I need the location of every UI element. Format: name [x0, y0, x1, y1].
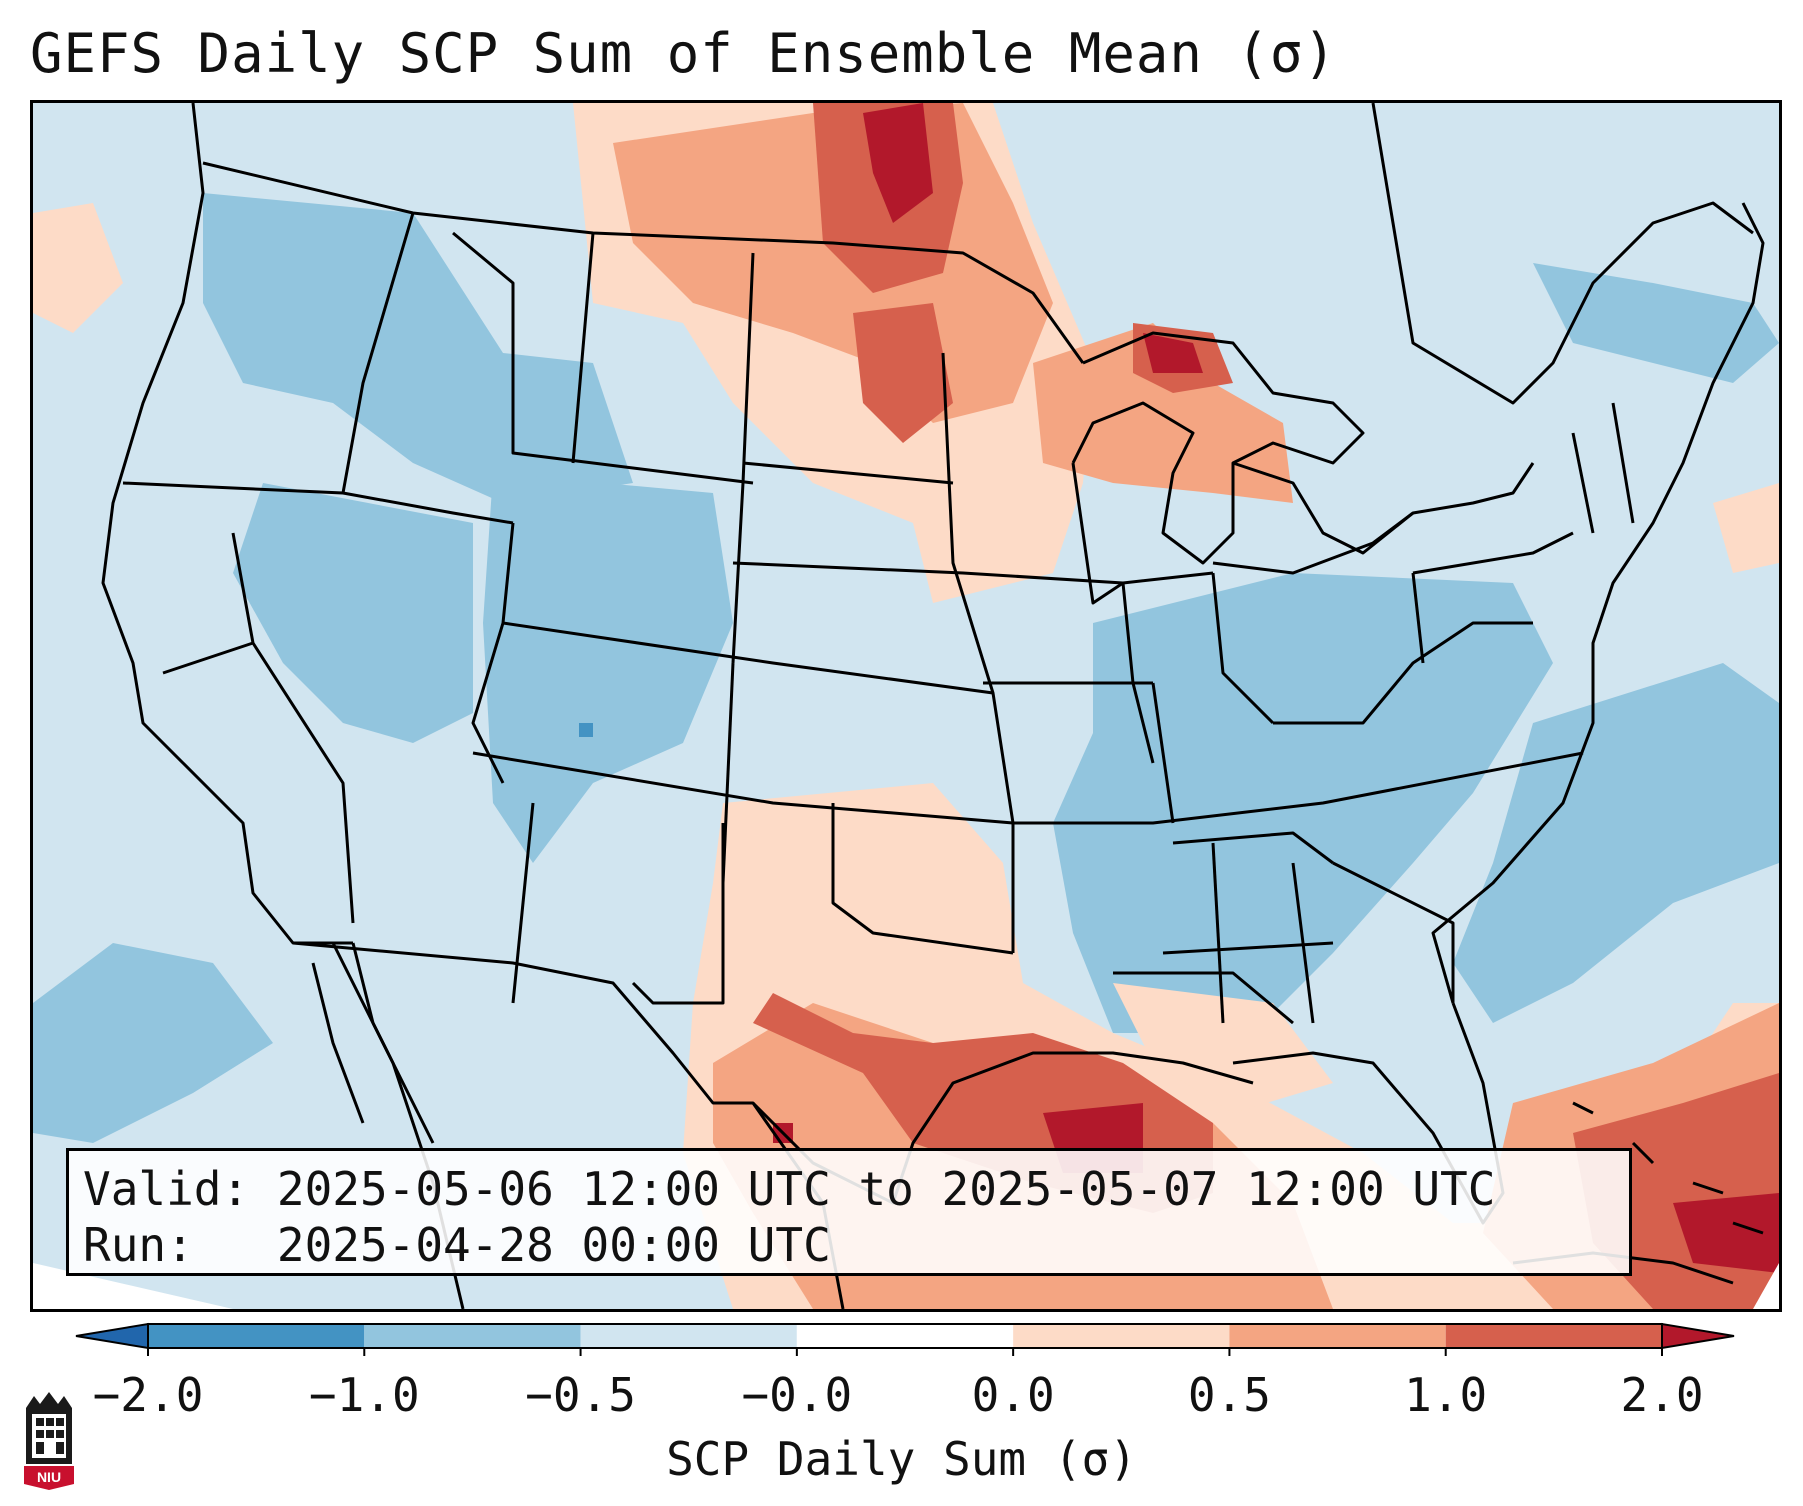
colorbar-tick-label: −0.0 — [741, 1368, 853, 1422]
colorbar-extend-low — [75, 1322, 149, 1350]
colorbar-segment — [796, 1324, 1014, 1348]
colorbar-frame — [147, 1323, 1663, 1349]
run-label: Run: — [83, 1218, 194, 1272]
niu-logo: NIU — [24, 1392, 74, 1490]
valid-run-info-box: Valid: 2025-05-06 12:00 UTC to 2025-05-0… — [66, 1148, 1632, 1276]
logo-text: NIU — [37, 1469, 61, 1485]
colorbar-tick-label: 2.0 — [1620, 1368, 1704, 1422]
colorbar-extend-high — [1661, 1322, 1735, 1350]
colorbar-tick-label: 1.0 — [1404, 1368, 1488, 1422]
negative-anomaly-regions — [33, 193, 1779, 1143]
scp-map — [33, 103, 1779, 1309]
colorbar — [75, 1322, 1735, 1356]
colorbar-tick-label: −1.0 — [308, 1368, 420, 1422]
page-title: GEFS Daily SCP Sum of Ensemble Mean (σ) — [30, 22, 1337, 85]
colorbar-segment — [148, 1324, 365, 1348]
valid-value: 2025-05-06 12:00 UTC to 2025-05-07 12:00… — [276, 1162, 1496, 1216]
borders — [101, 103, 1765, 1309]
colorbar-tick-label: −0.5 — [525, 1368, 636, 1422]
outside-domain-corner-right — [1753, 1263, 1779, 1309]
strong-negative-cell — [579, 723, 593, 737]
colorbar-tick-label: 0.5 — [1187, 1368, 1271, 1422]
colorbar-segment — [1013, 1324, 1230, 1348]
valid-label: Valid: — [83, 1162, 250, 1216]
colorbar-tick-label: 0.0 — [971, 1368, 1055, 1422]
colorbar-segment — [580, 1324, 797, 1348]
colorbar-segment — [1445, 1324, 1662, 1348]
colorbar-segment — [1229, 1324, 1446, 1348]
colorbar-tick-label: −2.0 — [92, 1368, 204, 1422]
map-panel — [30, 100, 1782, 1312]
colorbar-segment — [364, 1324, 581, 1348]
colorbar-label: SCP Daily Sum (σ) — [666, 1432, 1137, 1486]
run-value: 2025-04-28 00:00 UTC — [276, 1218, 831, 1272]
